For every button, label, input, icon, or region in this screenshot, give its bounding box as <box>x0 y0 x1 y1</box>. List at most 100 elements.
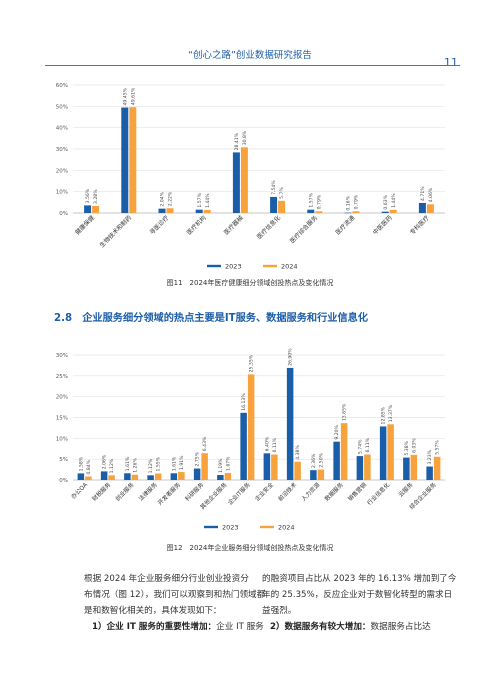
bar-2023 <box>356 456 364 480</box>
data-label: 5.57% <box>435 440 441 455</box>
bar-2023 <box>307 209 315 213</box>
bar-2023 <box>124 473 131 480</box>
category-label: 医疗机构 <box>185 214 208 237</box>
y-tick-label: 50% <box>56 104 68 110</box>
bar-2024 <box>340 423 348 480</box>
data-label: 1.26% <box>132 458 138 473</box>
data-label: 9.20% <box>334 424 340 439</box>
data-label: 1.55% <box>156 456 162 471</box>
bar-2023 <box>240 412 247 480</box>
bar-2024 <box>92 206 100 213</box>
y-tick-label: 5% <box>59 457 68 463</box>
bar-2024 <box>85 476 92 480</box>
data-label: 2.06% <box>102 454 108 469</box>
category-label: 寻医诊疗 <box>148 214 171 237</box>
bar-2023 <box>333 441 340 480</box>
category-label: 人力资源 <box>299 481 321 503</box>
point-1: 1）企业 IT 服务的重要性增加：企业 IT 服务 <box>84 619 284 635</box>
bar-2024 <box>317 469 325 480</box>
category-label: 医疗信息化 <box>255 214 282 241</box>
bar-2023 <box>195 209 203 213</box>
category-label: 前沿技术 <box>276 481 298 503</box>
bar-2024 <box>387 424 394 480</box>
legend-label-2024: 2024 <box>281 263 298 271</box>
data-label: 26.90% <box>288 348 294 366</box>
data-label: 1.19% <box>218 458 224 473</box>
category-label: 中医医药 <box>371 214 394 237</box>
bar-2023 <box>286 367 294 480</box>
data-label: 1.57% <box>308 192 314 207</box>
bar-2023 <box>310 470 317 480</box>
bar-2024 <box>108 475 115 480</box>
data-label: 12.85% <box>381 406 387 424</box>
category-label: 专科医疗 <box>408 214 431 237</box>
y-tick-label: 0% <box>59 478 68 484</box>
bar-2024 <box>203 209 211 213</box>
data-label: 1.44% <box>391 193 397 208</box>
body-text-line: 年的 25.35%，反应企业对于数智化转型的需求日 <box>262 590 453 600</box>
bar-2024 <box>154 473 162 480</box>
category-label: 医疗流通 <box>334 214 357 237</box>
figure12-caption: 图12 2024年企业服务细分领域创投热点及变化情况 <box>166 544 334 552</box>
y-tick-label: 20% <box>56 395 68 401</box>
point-1-title: 1）企业 IT 服务的重要性增加： <box>92 622 217 632</box>
legend-label-2024: 2024 <box>278 524 295 532</box>
category-label: 医疗综合服务 <box>288 214 319 245</box>
y-tick-label: 30% <box>56 147 68 153</box>
category-label: 生物技术和制药 <box>98 214 133 249</box>
y-tick-label: 20% <box>56 168 68 174</box>
bar-2024 <box>224 473 232 480</box>
point-2-body: 数据服务占比达 <box>370 622 431 632</box>
data-label: 2.75% <box>195 451 201 466</box>
data-label: 2.50% <box>318 452 324 467</box>
category-label: 创业服务 <box>113 481 135 503</box>
category-label: 数据服务 <box>323 481 345 503</box>
medical-health-chart: 0% 10% 20% 30% 40% 50% 60% 3.56% 3.28% 健康保健 49.45%… <box>56 83 445 271</box>
bar-2024 <box>201 453 208 480</box>
category-label: 云服务 <box>397 481 415 499</box>
data-label: 16.13% <box>241 393 247 411</box>
data-label: 6.40% <box>264 436 270 451</box>
category-label: 企业IT服务 <box>226 481 252 507</box>
bar-2024 <box>240 147 248 213</box>
data-label: 2.22% <box>168 191 174 206</box>
report-header-title: “创心之路”创业数据研究报告 <box>188 50 312 61</box>
bar-2023 <box>170 473 178 480</box>
category-label: 健康保健 <box>73 214 96 237</box>
bar-2024 <box>131 474 139 480</box>
data-label: 0.63% <box>383 194 389 209</box>
data-label: 6.11% <box>365 437 371 452</box>
body-left-column: 根据 2024 年企业服务细分行业创业投资分 布情况（图 12），我们可以观察到… <box>84 571 284 635</box>
data-label: 49.45% <box>122 87 128 105</box>
bar-2024 <box>271 454 278 480</box>
bar-2024 <box>364 454 371 480</box>
category-label: 销售营销 <box>346 481 368 503</box>
data-label: 13.65% <box>342 403 348 421</box>
bar-2024 <box>247 374 255 480</box>
bar-2024 <box>410 454 418 480</box>
bar-2023 <box>193 468 201 480</box>
bar-2023 <box>263 453 271 480</box>
data-label: 4.38% <box>295 445 301 460</box>
bar-2023 <box>77 473 85 480</box>
data-label: 3.23% <box>427 449 433 464</box>
data-label: 1.57% <box>197 192 203 207</box>
category-label: 医疗器械 <box>222 214 245 237</box>
body-text-line: 的融资项目占比从 2023 年的 16.13% 增加到了今 <box>262 574 457 584</box>
body-text-line: 根据 2024 年企业服务细分行业创业投资分 <box>84 574 249 584</box>
bar-2023 <box>426 466 433 480</box>
bar-2023 <box>403 457 410 480</box>
data-label: 13.37% <box>388 404 394 422</box>
data-label: 25.35% <box>249 354 255 372</box>
bar-2024 <box>278 200 286 213</box>
data-label: 1.44% <box>205 193 211 208</box>
bar-2024 <box>294 461 301 480</box>
data-label: 1.61% <box>171 456 177 471</box>
bar-2023 <box>158 208 166 213</box>
section-heading: 2.8 企业服务细分领域的热点主要是IT服务、数据服务和行业信息化 <box>54 313 369 324</box>
data-label: 49.61% <box>130 87 136 105</box>
data-label: 0.79% <box>354 194 360 209</box>
data-label: 5.38% <box>404 440 410 455</box>
bar-2024 <box>129 107 137 213</box>
bar-2024 <box>426 204 434 213</box>
